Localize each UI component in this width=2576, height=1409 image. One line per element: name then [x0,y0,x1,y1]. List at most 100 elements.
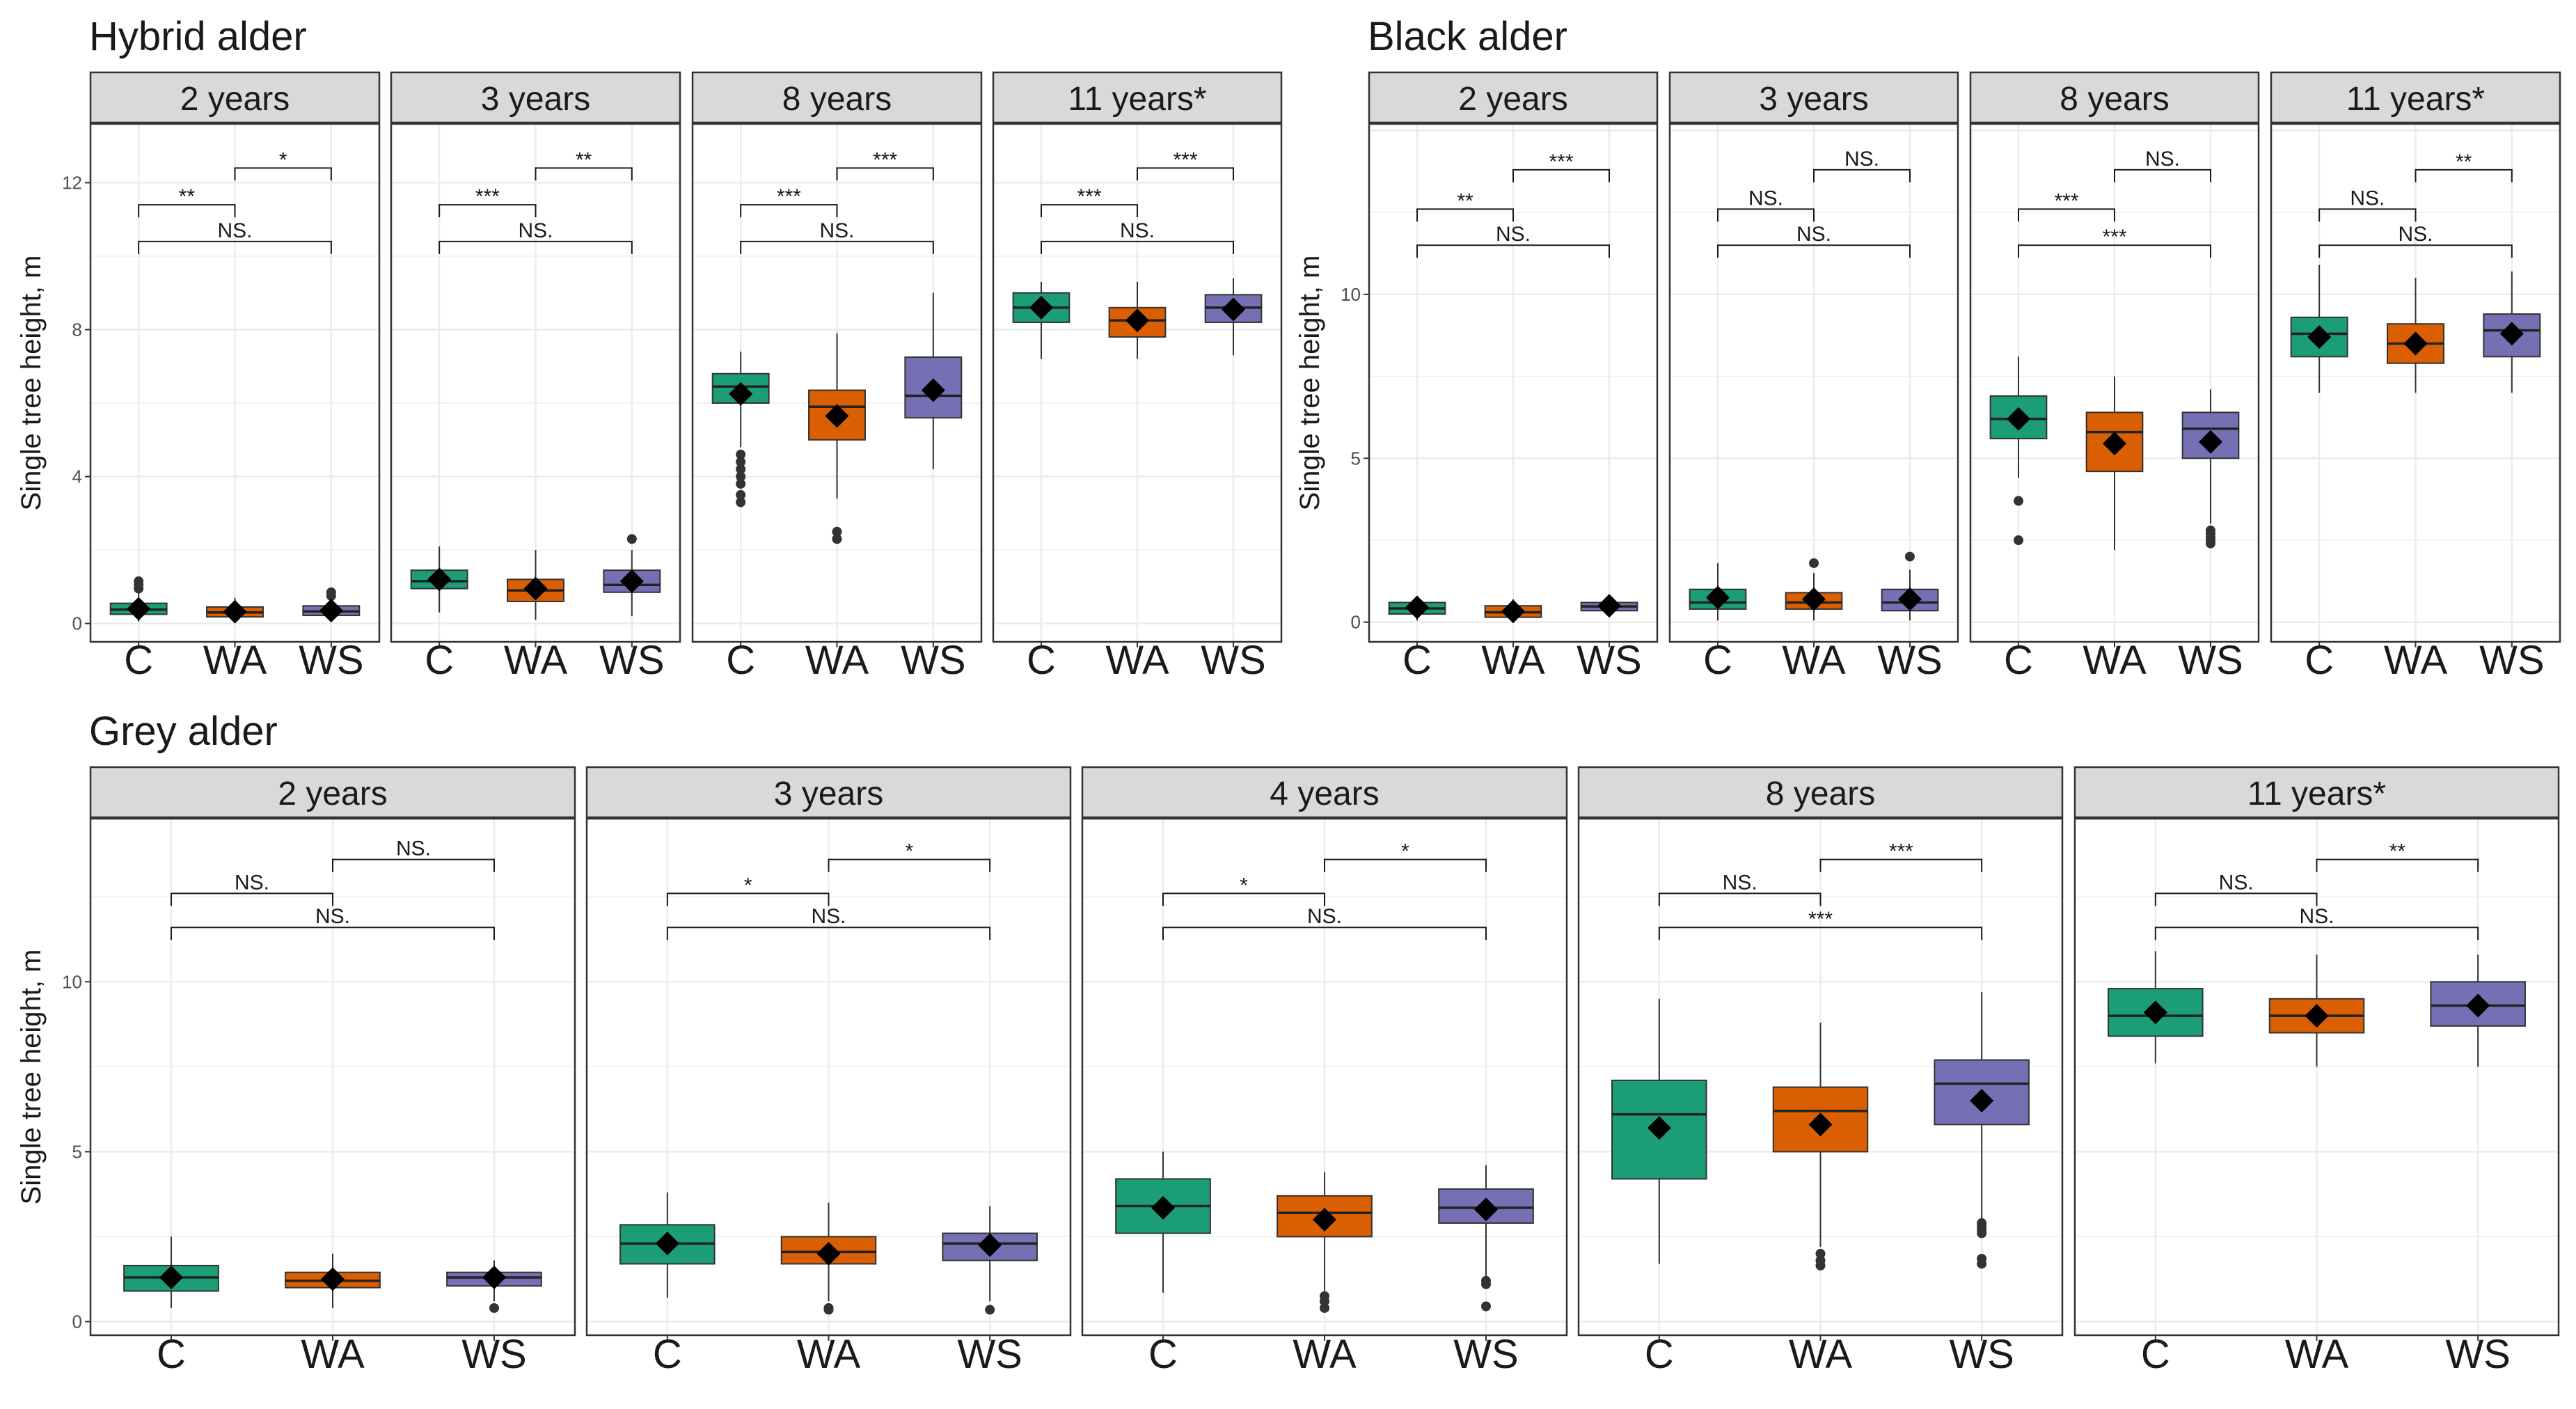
mean-diamond [1313,1208,1336,1232]
significance-label: *** [1549,150,1573,173]
box-c [1989,356,2048,546]
facet-2-years: 2 years***NS.C WA WS [89,71,381,683]
x-tick-label: WA [301,1332,365,1377]
significance-bracket [828,858,991,872]
y-tick-label: 8 [72,319,82,340]
outlier-point [134,576,144,586]
significance-bracket [1658,892,1822,906]
significance-bracket [2154,892,2318,906]
facet-label: 3 years [1759,81,1868,118]
box-ws [2483,271,2541,393]
x-tick-label: WA [1789,1332,1853,1377]
y-axis-label: Single tree height, m [1295,255,1325,511]
mean-diamond [1647,1116,1671,1140]
significance-bracket [2318,244,2513,258]
significance-bracket [171,892,333,906]
significance-bracket [666,892,830,906]
significance-label: * [1240,874,1248,897]
facet-strip [1577,766,2064,819]
box-c [1611,998,1707,1264]
box-wa [1785,558,1843,621]
outlier-point [489,1302,499,1313]
significance-label: NS. [811,905,846,928]
box-wa [206,597,264,624]
significance-label: * [905,840,913,863]
mean-diamond [825,404,849,428]
mean-diamond [729,381,753,406]
y-tick-label: 5 [1351,448,1361,469]
x-tick-label: WA [2384,638,2448,683]
outlier-point [1481,1279,1491,1289]
facet-strip [585,766,1072,819]
box-c [1689,562,1747,621]
box-c [711,352,770,507]
facet-11-years-: 11 years* ** NS. NS. C WA WS [2073,766,2560,1377]
mean-diamond [2103,432,2126,456]
box-ws [2430,954,2526,1067]
box-wa [1108,281,1167,359]
box-ws [1881,551,1939,621]
x-tick-label: WS [1877,638,1942,683]
outlier-point [736,489,746,500]
box-ws [904,292,963,469]
y-axis-label: Single tree height, m [16,950,47,1205]
significance-label: ** [179,185,196,208]
box-wa [2268,954,2365,1067]
mean-diamond [1898,587,1922,611]
facet-8-years: 8 years *** NS. *** C WA WS [1577,766,2064,1377]
facet-label: 4 years [1270,776,1379,812]
facet-2-years: 2 years NS. NS. NS. C WA WS [89,766,576,1377]
box-ws [1204,278,1263,356]
significance-bracket [1137,167,1234,181]
facet-label: 8 years [782,81,892,118]
facet-3-years: 3 years NS. NS. NS. C WA WS [1668,71,1959,683]
mean-diamond [2007,407,2030,431]
x-tick-label: C [1645,1332,1674,1377]
outlier-point [1977,1259,1987,1269]
significance-label: *** [777,185,801,208]
x-tick-label: C [1402,638,1432,683]
outlier-point [736,479,746,489]
x-tick-label: WA [797,1332,861,1377]
significance-bracket [1717,244,1911,258]
mean-diamond [978,1233,1002,1257]
facet-strip [89,766,576,819]
y-tick-label: 5 [72,1141,82,1162]
significance-label: ** [2389,840,2406,863]
mean-diamond [1706,585,1730,610]
significance-bracket [1162,927,1487,940]
box-wa [2085,376,2144,551]
box-c [619,1192,716,1298]
significance-label: * [1401,840,1409,863]
box-wa [1484,599,1542,624]
outlier-point [832,526,842,537]
facet-8-years: 8 years NS. *** *** C WA WS [1969,71,2260,683]
significance-bracket [2316,858,2479,872]
outlier-point [1815,1248,1826,1259]
y-tick-label: 10 [1341,284,1361,305]
significance-label: *** [1173,148,1197,171]
x-tick-label: WS [1949,1332,2014,1377]
mean-diamond [1808,1112,1833,1137]
box-c [1012,281,1070,359]
box-wa [780,1202,877,1315]
significance-bracket [438,204,537,218]
outlier-point [2014,496,2023,506]
y-tick-label: 12 [62,172,82,193]
facet-strip [691,71,983,124]
significance-bracket [1041,240,1234,254]
significance-bracket [438,240,633,254]
significance-bracket [1324,858,1487,872]
box-c [1388,595,1446,621]
x-tick-label: WS [2178,638,2243,683]
significance-bracket [1813,168,1911,182]
outlier-point [736,464,746,474]
chart-title: Hybrid alder [89,14,307,59]
x-tick-label: WS [1577,638,1641,683]
x-tick-label: WA [805,638,869,683]
significance-bracket [171,927,495,940]
mean-diamond [2307,325,2332,349]
significance-label: NS. [2299,905,2334,928]
significance-label: * [279,148,287,171]
